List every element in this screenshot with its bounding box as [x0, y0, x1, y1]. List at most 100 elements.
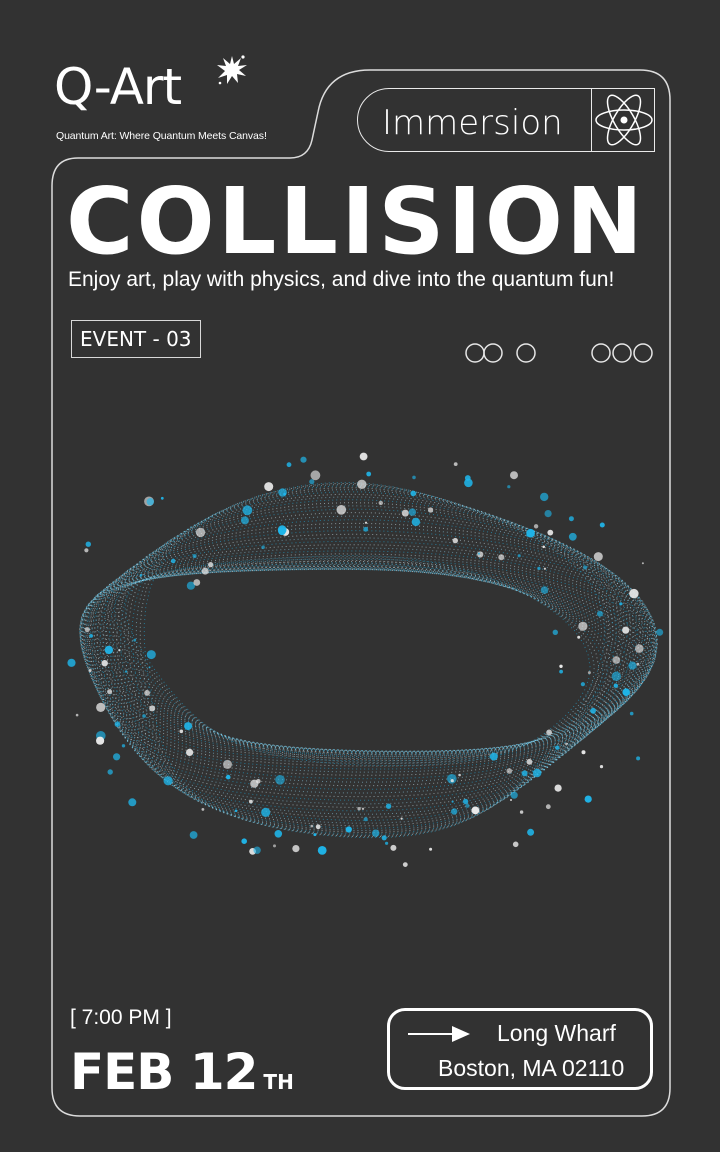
particle: [613, 683, 618, 688]
particle: [622, 688, 630, 696]
particle: [148, 666, 151, 669]
particle: [309, 479, 315, 485]
particle: [559, 669, 563, 674]
particle: [542, 545, 545, 549]
particle: [629, 711, 634, 716]
particle: [453, 462, 458, 466]
ribbon-strand: [119, 491, 628, 829]
particle: [149, 705, 156, 712]
particle: [275, 775, 285, 785]
particle: [128, 798, 137, 807]
particle: [510, 471, 518, 480]
particle: [537, 566, 541, 571]
event-title: COLLISION: [66, 168, 646, 275]
particle: [249, 799, 253, 804]
particle: [612, 656, 621, 664]
particle: [186, 748, 194, 756]
particle: [408, 508, 417, 516]
particle: [292, 845, 300, 853]
particle: [345, 826, 352, 833]
particle: [629, 588, 639, 599]
ribbon-strand: [88, 568, 639, 753]
particle: [559, 664, 563, 668]
particle: [540, 586, 549, 594]
particle: [223, 759, 232, 769]
particle: [477, 552, 480, 555]
particle: [471, 806, 480, 815]
particle: [611, 671, 621, 681]
ribbon-strand: [107, 565, 612, 756]
particle: [580, 682, 586, 687]
ribbon-strand: [86, 567, 642, 754]
particle: [261, 807, 271, 817]
ribbon-strand: [79, 556, 655, 765]
particle: [366, 471, 372, 477]
particle: [428, 507, 434, 513]
particle: [477, 551, 484, 558]
ribbon-strand: [95, 568, 629, 752]
particle: [363, 817, 368, 822]
ribbon-strand: [100, 567, 621, 753]
decorative-circles: [465, 343, 653, 363]
atom-badge-box: [591, 88, 655, 152]
venue-city: Boston, MA 02110: [438, 1055, 625, 1081]
particle: [385, 803, 392, 809]
particle: [142, 714, 147, 718]
particle: [381, 835, 387, 841]
brand-tagline: Quantum Art: Where Quantum Meets Canvas!: [56, 130, 267, 142]
particle: [385, 841, 389, 845]
particle: [429, 847, 433, 851]
particle: [359, 452, 368, 461]
particle: [163, 776, 173, 786]
event-date-suffix: TH: [263, 1070, 294, 1094]
particle: [401, 509, 409, 517]
ribbon-strand: [116, 493, 632, 827]
event-time: [ 7:00 PM ]: [70, 1006, 172, 1029]
ribbon-strand: [123, 489, 625, 832]
particle: [225, 774, 231, 780]
particle: [584, 795, 592, 803]
particle: [552, 629, 558, 635]
particle: [489, 752, 498, 761]
particle: [526, 528, 535, 538]
particle: [451, 808, 458, 815]
particle: [124, 670, 128, 673]
particle: [336, 505, 347, 515]
particle: [498, 554, 505, 561]
particle: [107, 769, 113, 775]
particle: [179, 729, 184, 734]
particle: [447, 774, 457, 784]
particle: [201, 567, 209, 575]
ribbon-strand: [81, 562, 649, 758]
particle: [261, 545, 265, 550]
particle: [300, 456, 307, 463]
particle: [532, 768, 542, 778]
particle: [464, 475, 471, 481]
particle: [107, 689, 113, 695]
particle: [527, 828, 535, 836]
particle: [67, 658, 76, 667]
ribbon-strand: [105, 502, 641, 818]
particle: [593, 552, 603, 562]
particle: [89, 634, 93, 638]
particle: [234, 809, 238, 813]
ribbon-strand: [93, 515, 651, 805]
brand-logo: Q-Art: [54, 58, 182, 116]
particle: [544, 510, 552, 518]
particle: [201, 808, 205, 811]
particle: [242, 505, 253, 516]
particle: [96, 736, 105, 745]
event-date: FEB 12 TH: [70, 1044, 294, 1110]
particle: [462, 798, 469, 805]
particle: [240, 516, 249, 525]
arrow-right-icon: [408, 1026, 470, 1042]
particle: [568, 516, 574, 522]
particle: [565, 742, 568, 746]
particle: [506, 768, 513, 774]
particle: [540, 492, 549, 502]
particle: [273, 844, 276, 848]
particle: [363, 526, 369, 532]
ribbon-strand: [112, 496, 635, 824]
particle: [278, 488, 287, 497]
